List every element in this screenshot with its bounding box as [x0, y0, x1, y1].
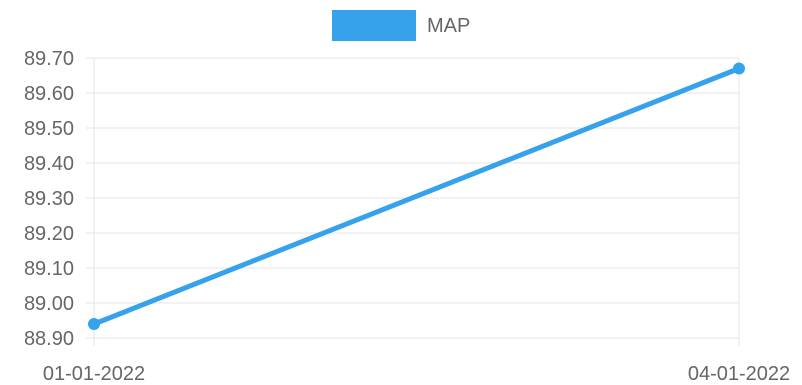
data-point[interactable] [88, 318, 100, 330]
legend[interactable]: MAP [332, 10, 470, 41]
y-tick-label: 89.00 [24, 293, 74, 315]
x-axis: 01-01-2022 04-01-2022 [43, 363, 790, 385]
y-tick-label: 89.60 [24, 83, 74, 105]
y-axis: 89.70 89.60 89.50 89.40 89.30 89.20 89.10 89.00… [24, 48, 74, 350]
x-tick-label: 04-01-2022 [688, 363, 790, 385]
y-tick-label: 89.10 [24, 258, 74, 280]
y-tick-label: 89.20 [24, 223, 74, 245]
y-tick-label: 89.40 [24, 153, 74, 175]
x-tick-label: 01-01-2022 [43, 363, 145, 385]
series-layer [88, 62, 745, 330]
y-tick-label: 88.90 [24, 328, 74, 350]
y-tick-label: 89.50 [24, 118, 74, 140]
chart-grid [86, 57, 740, 346]
y-tick-label: 89.70 [24, 48, 74, 70]
data-point[interactable] [733, 62, 745, 75]
legend-label-map[interactable]: MAP [427, 15, 470, 37]
y-tick-label: 89.30 [24, 188, 74, 210]
series-line-map [91, 66, 742, 327]
legend-swatch[interactable] [332, 10, 416, 41]
